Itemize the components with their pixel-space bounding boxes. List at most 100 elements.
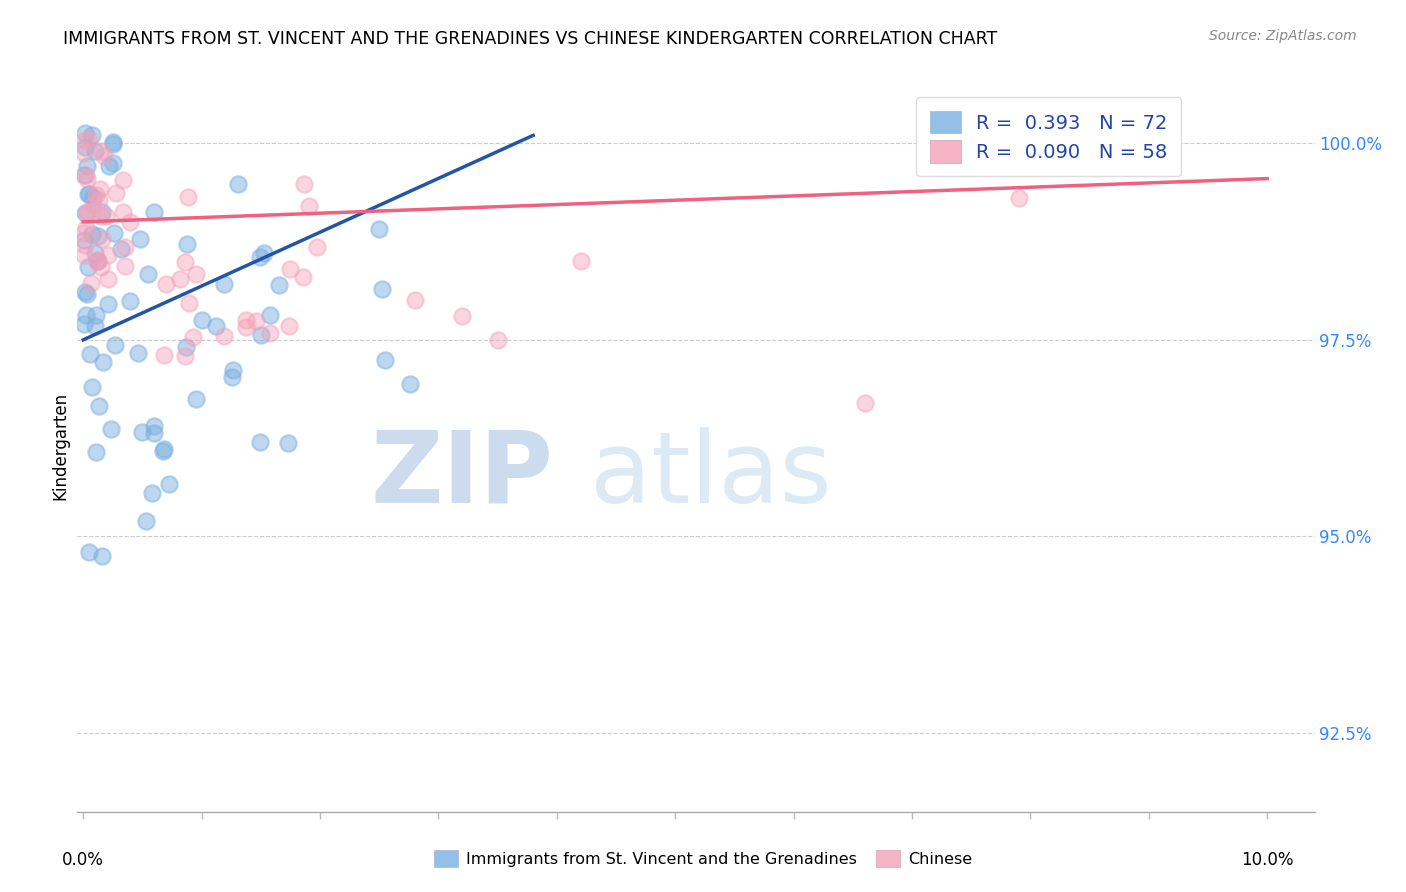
Point bbox=[79, 346, 101, 360]
Point bbox=[214, 277, 236, 292]
Point bbox=[174, 349, 197, 363]
Point bbox=[112, 205, 135, 219]
Point bbox=[142, 419, 165, 434]
Point bbox=[157, 477, 180, 491]
Point bbox=[278, 262, 301, 277]
Point bbox=[75, 308, 97, 322]
Point bbox=[184, 267, 207, 281]
Point bbox=[73, 140, 96, 154]
Point bbox=[298, 199, 321, 213]
Point bbox=[75, 220, 97, 235]
Point bbox=[374, 352, 396, 367]
Point bbox=[90, 209, 112, 223]
Point bbox=[177, 296, 200, 310]
Point bbox=[73, 206, 96, 220]
Legend: Immigrants from St. Vincent and the Grenadines, Chinese: Immigrants from St. Vincent and the Gren… bbox=[427, 844, 979, 873]
Point bbox=[96, 248, 118, 262]
Point bbox=[79, 187, 101, 202]
Point bbox=[110, 243, 132, 257]
Point bbox=[97, 297, 120, 311]
Point bbox=[114, 240, 136, 254]
Point bbox=[76, 287, 98, 301]
Point bbox=[131, 425, 153, 439]
Point bbox=[84, 246, 107, 260]
Point bbox=[77, 545, 100, 559]
Point bbox=[73, 285, 96, 299]
Point bbox=[80, 128, 103, 142]
Point bbox=[97, 271, 120, 285]
Point bbox=[128, 232, 150, 246]
Point bbox=[76, 171, 98, 186]
Point bbox=[120, 215, 142, 229]
Point bbox=[181, 330, 204, 344]
Point bbox=[76, 260, 98, 274]
Point bbox=[83, 318, 105, 333]
Point bbox=[155, 277, 177, 291]
Point bbox=[87, 193, 110, 207]
Point bbox=[191, 313, 214, 327]
Point bbox=[143, 425, 166, 440]
Point bbox=[235, 313, 257, 327]
Point bbox=[127, 345, 149, 359]
Point bbox=[249, 435, 271, 450]
Point bbox=[177, 189, 200, 203]
Point bbox=[84, 145, 107, 159]
Point bbox=[73, 248, 96, 262]
Point bbox=[98, 160, 121, 174]
Text: 0.0%: 0.0% bbox=[62, 851, 104, 869]
Point bbox=[93, 149, 115, 163]
Point bbox=[368, 221, 391, 235]
Point bbox=[73, 133, 96, 147]
Point bbox=[86, 252, 108, 267]
Point bbox=[89, 399, 111, 413]
Point bbox=[278, 318, 301, 333]
Point bbox=[371, 282, 394, 296]
Point bbox=[73, 126, 96, 140]
Point bbox=[569, 254, 592, 268]
Point bbox=[174, 340, 197, 354]
Point bbox=[86, 254, 108, 268]
Point bbox=[1007, 191, 1029, 205]
Point bbox=[291, 269, 314, 284]
Point bbox=[76, 159, 98, 173]
Point bbox=[73, 233, 96, 247]
Point bbox=[853, 396, 876, 410]
Point bbox=[222, 363, 245, 377]
Point bbox=[82, 190, 104, 204]
Point bbox=[75, 238, 97, 252]
Point bbox=[235, 319, 257, 334]
Point bbox=[82, 227, 104, 241]
Point bbox=[143, 205, 166, 219]
Point bbox=[486, 333, 509, 347]
Y-axis label: Kindergarten: Kindergarten bbox=[51, 392, 69, 500]
Text: atlas: atlas bbox=[591, 426, 832, 524]
Point bbox=[141, 486, 163, 500]
Point bbox=[103, 338, 125, 352]
Point bbox=[100, 421, 122, 435]
Point bbox=[77, 186, 100, 201]
Point bbox=[253, 246, 276, 260]
Text: IMMIGRANTS FROM ST. VINCENT AND THE GRENADINES VS CHINESE KINDERGARTEN CORRELATI: IMMIGRANTS FROM ST. VINCENT AND THE GREN… bbox=[63, 30, 997, 48]
Legend: R =  0.393   N = 72, R =  0.090   N = 58: R = 0.393 N = 72, R = 0.090 N = 58 bbox=[915, 97, 1181, 177]
Text: Source: ZipAtlas.com: Source: ZipAtlas.com bbox=[1209, 29, 1357, 43]
Point bbox=[90, 205, 112, 219]
Point bbox=[84, 188, 107, 202]
Point bbox=[111, 172, 134, 186]
Point bbox=[94, 209, 117, 223]
Point bbox=[249, 250, 271, 264]
Point bbox=[174, 255, 197, 269]
Point bbox=[186, 392, 208, 406]
Point bbox=[73, 317, 96, 331]
Point bbox=[398, 377, 420, 392]
Point bbox=[91, 231, 114, 245]
Point bbox=[259, 308, 281, 322]
Text: 10.0%: 10.0% bbox=[1241, 851, 1294, 869]
Point bbox=[91, 549, 114, 564]
Point bbox=[136, 268, 159, 282]
Point bbox=[176, 236, 198, 251]
Point bbox=[82, 197, 104, 211]
Text: ZIP: ZIP bbox=[371, 426, 554, 524]
Point bbox=[169, 272, 191, 286]
Point bbox=[89, 182, 111, 196]
Point bbox=[277, 436, 299, 450]
